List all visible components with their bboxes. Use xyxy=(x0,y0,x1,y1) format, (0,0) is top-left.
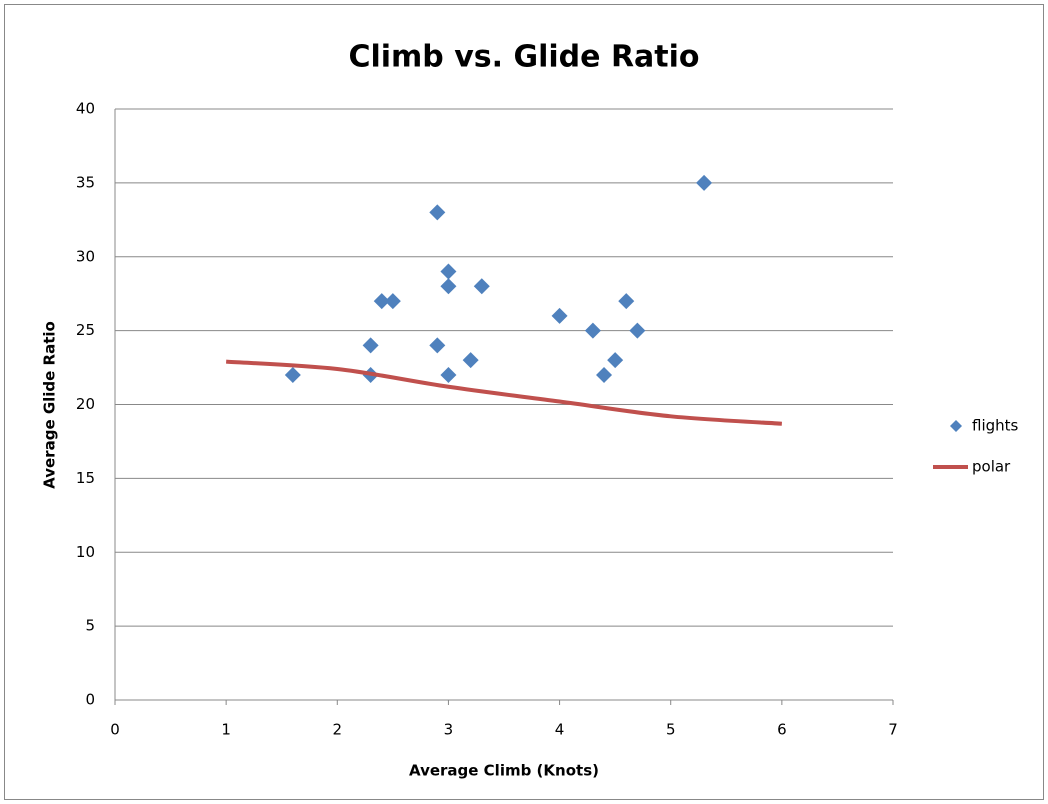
data-point xyxy=(440,263,457,280)
y-tick-label: 15 xyxy=(76,469,95,487)
data-point xyxy=(384,293,401,310)
data-point xyxy=(429,204,446,221)
x-axis-label: Average Climb (Knots) xyxy=(409,762,599,780)
y-tick-label: 40 xyxy=(76,100,95,118)
data-point xyxy=(607,352,624,369)
x-tick-label: 0 xyxy=(110,721,120,739)
y-tick-label: 35 xyxy=(76,173,95,191)
y-tick-label: 0 xyxy=(85,691,95,709)
data-point xyxy=(473,278,490,295)
data-point xyxy=(429,337,446,354)
x-tick-label: 3 xyxy=(444,721,454,739)
data-point xyxy=(440,366,457,383)
data-point xyxy=(629,322,646,339)
x-tick-label: 7 xyxy=(888,721,898,739)
data-point xyxy=(440,278,457,295)
legend-label: polar xyxy=(972,458,1011,476)
y-tick-label: 25 xyxy=(76,321,95,339)
data-point xyxy=(462,352,479,369)
data-point xyxy=(596,366,613,383)
data-point xyxy=(551,307,568,324)
x-tick-label: 6 xyxy=(777,721,787,739)
data-point xyxy=(584,322,601,339)
data-point xyxy=(696,174,713,191)
chart-title: Climb vs. Glide Ratio xyxy=(348,40,699,75)
data-point xyxy=(618,293,635,310)
data-point xyxy=(362,337,379,354)
y-tick-label: 10 xyxy=(76,543,95,561)
chart-border xyxy=(4,4,1044,800)
data-point xyxy=(284,366,301,383)
x-tick-label: 4 xyxy=(555,721,565,739)
x-tick-label: 1 xyxy=(221,721,231,739)
x-tick-label: 2 xyxy=(333,721,343,739)
series-line xyxy=(226,359,782,426)
y-axis-label: Average Glide Ratio xyxy=(41,321,59,489)
y-tick-label: 30 xyxy=(76,247,95,265)
legend-swatch xyxy=(950,420,962,432)
data-point xyxy=(373,293,390,310)
y-tick-label: 5 xyxy=(85,617,95,635)
x-tick-label: 5 xyxy=(666,721,676,739)
legend-label: flights xyxy=(972,417,1019,435)
y-tick-label: 20 xyxy=(76,395,95,413)
